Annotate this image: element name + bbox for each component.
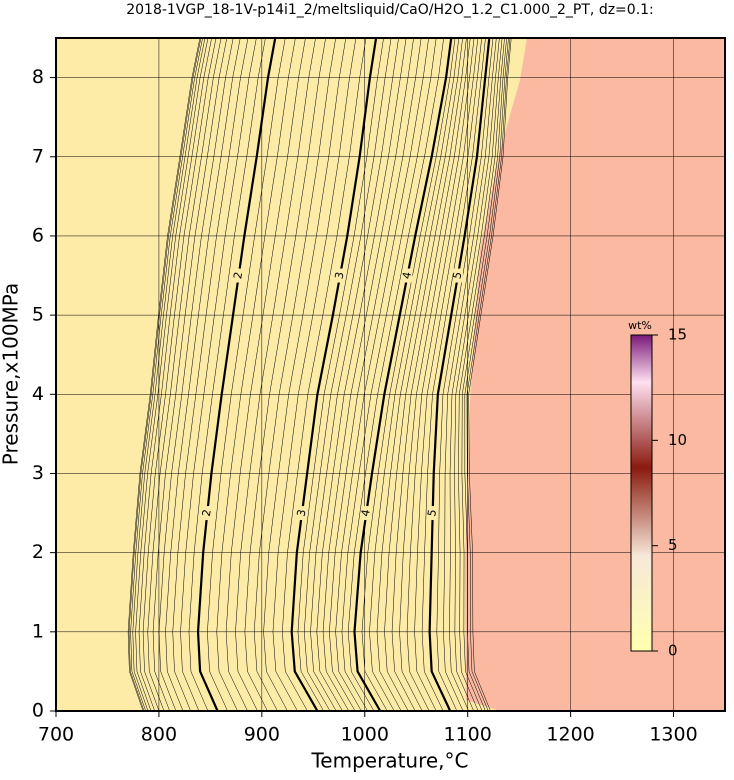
contour-label: 2 (231, 271, 245, 280)
minor-contour (303, 37, 392, 712)
minor-contour (127, 37, 201, 712)
minor-contour (341, 37, 437, 712)
y-tick-label: 4 (32, 383, 44, 405)
minor-contour (263, 37, 347, 712)
minor-contour (147, 37, 222, 712)
contour-label-bg (335, 268, 346, 283)
minor-contour (376, 37, 463, 712)
minor-contour (188, 37, 266, 712)
contour-label-bg (233, 268, 244, 283)
contour-label-bg (402, 268, 413, 283)
x-tick-label: 800 (141, 724, 177, 746)
x-axis-label: Temperature,°C (310, 749, 468, 773)
minor-contour (225, 37, 306, 712)
minor-contour (253, 37, 336, 712)
minor-contour (142, 37, 217, 712)
colorbar-tick-label: 10 (668, 431, 687, 449)
minor-contour (282, 37, 367, 712)
minor-contour (135, 37, 209, 712)
region-fill (465, 38, 725, 711)
minor-contour (443, 37, 497, 712)
minor-contour (310, 37, 399, 712)
y-axis-label: Pressure,x100MPa (0, 283, 23, 465)
contour-label: 4 (400, 271, 414, 280)
contour-label: 2 (200, 508, 214, 517)
contour-label-bg (202, 506, 213, 521)
contour-line (353, 37, 453, 712)
colorbar-label: wt% (628, 319, 652, 332)
minor-contour (244, 37, 326, 712)
minor-contour (361, 37, 456, 712)
x-tick-label: 1100 (444, 724, 492, 746)
x-tick-label: 1200 (546, 724, 594, 746)
contour-label: 5 (425, 508, 439, 517)
y-tick-label: 7 (32, 145, 44, 167)
minor-contour (172, 37, 249, 712)
plot-frame (55, 37, 726, 712)
y-tick-label: 0 (32, 700, 44, 722)
minor-contour (180, 37, 257, 712)
minor-contour (461, 37, 507, 712)
colorbar-tick-label: 15 (668, 326, 687, 344)
minor-contour (391, 37, 471, 712)
x-tick-label: 1300 (649, 724, 697, 746)
minor-contour (454, 37, 503, 712)
contour-label: 4 (359, 508, 373, 517)
minor-contour (399, 37, 475, 712)
minor-contour (458, 37, 505, 712)
contour-line (196, 37, 277, 712)
contour-line (290, 37, 378, 712)
minor-contour (138, 37, 212, 712)
contour-label-bg (361, 506, 372, 521)
y-tick-label: 5 (32, 304, 44, 326)
minor-contour (152, 37, 228, 712)
y-tick-label: 2 (32, 541, 44, 563)
x-tick-label: 700 (38, 724, 74, 746)
contour-label: 3 (294, 508, 308, 517)
minor-contour (421, 37, 486, 712)
y-tick-label: 1 (32, 620, 44, 642)
contour-label: 3 (333, 271, 347, 280)
minor-contour (165, 37, 241, 712)
minor-contour (436, 37, 494, 712)
minor-contour (216, 37, 296, 712)
colorbar-tick-label: 0 (668, 642, 678, 660)
minor-contour (414, 37, 482, 712)
contour-line (428, 37, 491, 712)
y-tick-label: 6 (32, 224, 44, 246)
minor-contour (128, 37, 202, 712)
minor-contour (384, 37, 467, 712)
minor-contour (132, 37, 206, 712)
chart-title: 2018-1VGP_18-1V-p14i1_2/meltsliquid/CaO/… (126, 2, 654, 18)
minor-contour (297, 37, 384, 712)
minor-contour (468, 37, 512, 712)
y-tick-label: 3 (32, 462, 44, 484)
x-tick-label: 900 (244, 724, 280, 746)
contour-label: 5 (450, 271, 464, 280)
colorbar-tick-label: 5 (668, 536, 678, 554)
minor-contour (130, 37, 203, 712)
minor-contour (406, 37, 479, 712)
minor-contour (316, 37, 407, 712)
minor-contour (158, 37, 234, 712)
y-tick-label: 8 (32, 66, 44, 88)
minor-contour (335, 37, 429, 712)
contour-label-bg (452, 268, 463, 283)
minor-contour (322, 37, 414, 712)
contour-label-bg (427, 506, 438, 521)
minor-contour (464, 37, 509, 712)
minor-contour (449, 37, 500, 712)
colorbar (630, 334, 653, 652)
minor-contour (207, 37, 286, 712)
x-tick-label: 1000 (341, 724, 389, 746)
minor-contour (329, 37, 422, 712)
contour-label-bg (296, 506, 307, 521)
minor-contour (235, 37, 316, 712)
minor-contour (272, 37, 357, 712)
minor-contour (347, 37, 444, 712)
minor-contour (466, 37, 511, 712)
minor-contour (369, 37, 460, 712)
